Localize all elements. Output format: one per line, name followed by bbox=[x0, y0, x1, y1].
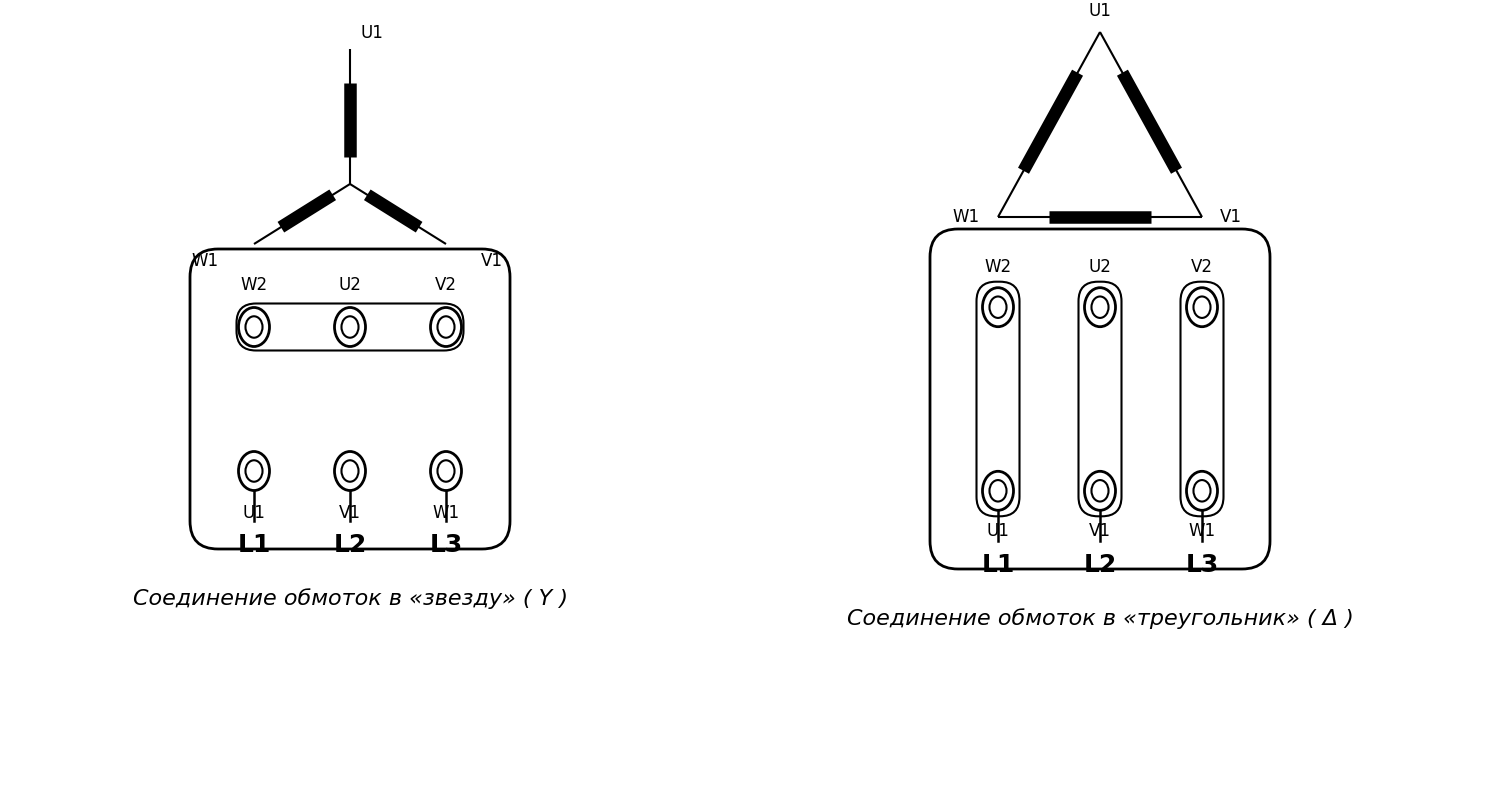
Ellipse shape bbox=[1084, 288, 1116, 327]
Text: V1: V1 bbox=[482, 252, 502, 270]
FancyBboxPatch shape bbox=[930, 229, 1270, 569]
Text: L3: L3 bbox=[429, 533, 462, 557]
Ellipse shape bbox=[246, 460, 262, 482]
FancyBboxPatch shape bbox=[1180, 282, 1224, 516]
Text: W1: W1 bbox=[1188, 523, 1215, 540]
Text: W1: W1 bbox=[192, 252, 219, 270]
Text: U1: U1 bbox=[1089, 2, 1112, 20]
Ellipse shape bbox=[1194, 296, 1210, 318]
Text: L1: L1 bbox=[237, 533, 270, 557]
Ellipse shape bbox=[1092, 480, 1108, 502]
Ellipse shape bbox=[1186, 288, 1218, 327]
Text: U1: U1 bbox=[243, 503, 266, 522]
Text: U2: U2 bbox=[339, 276, 362, 295]
Ellipse shape bbox=[238, 308, 270, 347]
Text: L2: L2 bbox=[333, 533, 366, 557]
Text: Соединение обмоток в «треугольник» ( Δ ): Соединение обмоток в «треугольник» ( Δ ) bbox=[846, 608, 1353, 629]
Text: U1: U1 bbox=[987, 523, 1010, 540]
Ellipse shape bbox=[334, 308, 366, 347]
Ellipse shape bbox=[438, 316, 454, 338]
Ellipse shape bbox=[990, 480, 1006, 502]
Ellipse shape bbox=[334, 451, 366, 491]
Ellipse shape bbox=[438, 460, 454, 482]
Text: V1: V1 bbox=[339, 503, 362, 522]
Text: U2: U2 bbox=[1089, 258, 1112, 276]
Ellipse shape bbox=[1092, 296, 1108, 318]
Text: W2: W2 bbox=[240, 276, 267, 295]
Ellipse shape bbox=[1194, 480, 1210, 502]
Text: L3: L3 bbox=[1185, 553, 1218, 577]
Ellipse shape bbox=[982, 288, 1014, 327]
Ellipse shape bbox=[246, 316, 262, 338]
Ellipse shape bbox=[342, 460, 358, 482]
Text: W1: W1 bbox=[952, 208, 980, 226]
Ellipse shape bbox=[342, 316, 358, 338]
Text: L1: L1 bbox=[981, 553, 1014, 577]
FancyBboxPatch shape bbox=[190, 249, 510, 549]
Ellipse shape bbox=[982, 471, 1014, 511]
Ellipse shape bbox=[430, 451, 462, 491]
Text: V1: V1 bbox=[1089, 523, 1112, 540]
Text: W1: W1 bbox=[432, 503, 459, 522]
Ellipse shape bbox=[430, 308, 462, 347]
Text: V2: V2 bbox=[1191, 258, 1214, 276]
Text: V2: V2 bbox=[435, 276, 457, 295]
Ellipse shape bbox=[238, 451, 270, 491]
Ellipse shape bbox=[990, 296, 1006, 318]
Ellipse shape bbox=[1084, 471, 1116, 511]
FancyBboxPatch shape bbox=[237, 304, 464, 351]
Text: V1: V1 bbox=[1220, 208, 1242, 226]
FancyBboxPatch shape bbox=[976, 282, 1020, 516]
Ellipse shape bbox=[1186, 471, 1218, 511]
Text: Соединение обмоток в «звезду» ( Y ): Соединение обмоток в «звезду» ( Y ) bbox=[132, 588, 567, 609]
Text: W2: W2 bbox=[984, 258, 1011, 276]
FancyBboxPatch shape bbox=[1078, 282, 1122, 516]
Text: L2: L2 bbox=[1083, 553, 1116, 577]
Text: U1: U1 bbox=[360, 24, 382, 42]
